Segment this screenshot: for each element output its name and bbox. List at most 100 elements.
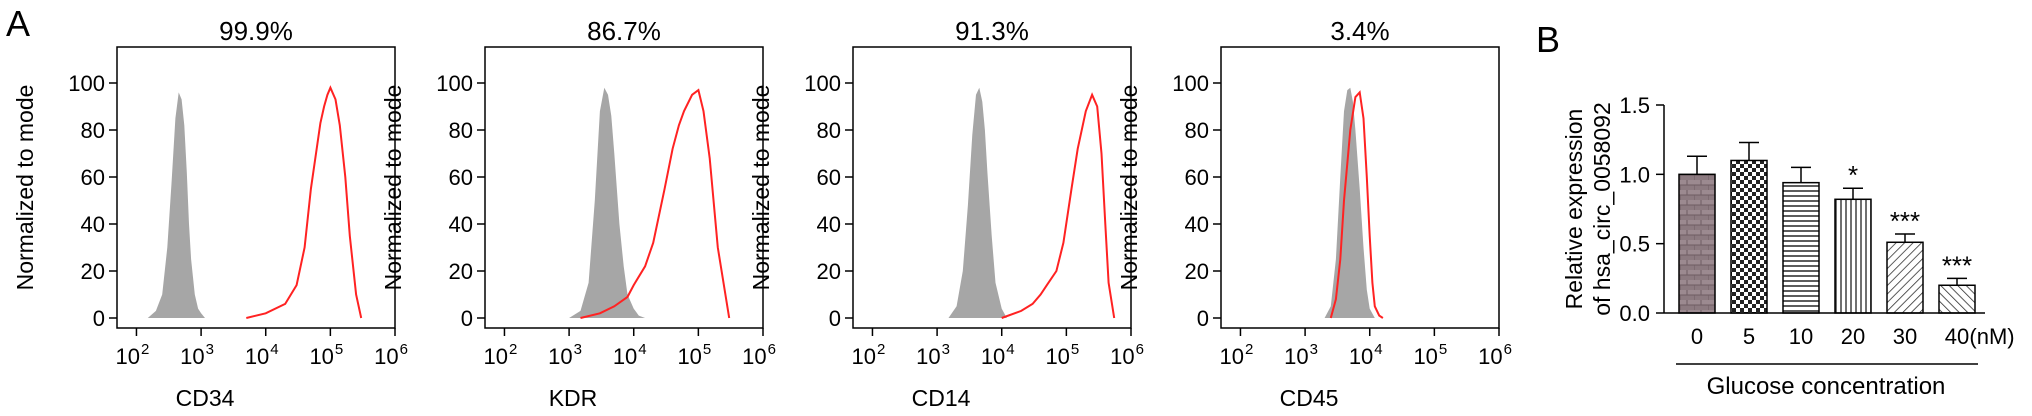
y-axis-label: Normalized to mode <box>1116 85 1142 291</box>
y-tick-label: 40 <box>449 212 473 237</box>
y-tick-label: 60 <box>1185 165 1209 190</box>
x-tick-label: 105 <box>1413 341 1447 369</box>
bar <box>1834 198 1872 314</box>
x-tick-label: 106 <box>1478 341 1512 369</box>
percent-positive-label: 86.7% <box>587 16 661 46</box>
histogram-panel-1: 99.9% 0 20 40 60 80 100 Normalized to mode 102 10… <box>12 16 408 411</box>
y-tick-label: 0 <box>1197 306 1209 331</box>
x-tick-label: 0 <box>1691 324 1703 349</box>
x-tick-exponent: 2 <box>1245 341 1253 358</box>
y-tick-label: 60 <box>449 165 473 190</box>
y-tick-label: 100 <box>68 71 105 96</box>
x-tick-exponent: 3 <box>574 341 582 358</box>
histogram-panel-3: 91.3% 0 20 40 60 80 100 Normalized to mode 102 10… <box>748 16 1144 411</box>
x-tick-label: 40 <box>1945 324 1969 349</box>
y-tick-label: 80 <box>817 118 841 143</box>
plot-frame <box>852 46 1132 329</box>
x-tick-exponent: 4 <box>638 341 646 358</box>
x-unit-label: (nM) <box>1969 324 2014 349</box>
x-tick-exponent: 2 <box>509 341 517 358</box>
x-tick-label: 105 <box>309 341 343 369</box>
y-tick-label: 40 <box>1185 212 1209 237</box>
significance-marker: *** <box>1942 250 1972 280</box>
x-tick-label: 102 <box>852 341 886 369</box>
y-axis-label-line-1: Relative expression <box>1561 109 1587 310</box>
x-tick-exponent: 5 <box>1071 341 1079 358</box>
x-tick-exponent: 2 <box>877 341 885 358</box>
y-tick-label: 100 <box>804 71 841 96</box>
x-tick-exponent: 3 <box>206 341 214 358</box>
x-tick-label: 103 <box>548 341 582 369</box>
y-tick-label: 100 <box>1172 71 1209 96</box>
y-axis-label: Normalized to mode <box>12 85 38 291</box>
x-tick-label: 20 <box>1841 324 1865 349</box>
bar <box>1730 159 1768 314</box>
x-tick-label: 106 <box>1110 341 1144 369</box>
y-tick-label: 20 <box>449 259 473 284</box>
y-tick-label: 80 <box>1185 118 1209 143</box>
bar-chart-panel: 0 5 10 * 20 *** 30 *** 40 0.0 0.5 1.0 1.5 (nM) Glucose… <box>1561 93 2015 400</box>
percent-positive-label: 99.9% <box>219 16 293 46</box>
y-axis-label: Normalized to mode <box>748 85 774 291</box>
y-tick-label: 100 <box>436 71 473 96</box>
x-tick-exponent: 6 <box>1136 341 1144 358</box>
bar <box>1938 284 1976 314</box>
x-tick-label: 102 <box>116 341 150 369</box>
x-tick-label: 102 <box>484 341 518 369</box>
y-tick-label: 0 <box>829 306 841 331</box>
histogram-panel-2: 86.7% 0 20 40 60 80 100 Normalized to mode 102 10… <box>380 16 776 411</box>
x-tick-label: 103 <box>180 341 214 369</box>
y-tick-label: 20 <box>817 259 841 284</box>
marker-histogram-line <box>246 85 363 319</box>
x-axis-label: KDR <box>549 385 598 411</box>
y-tick-label: 1.0 <box>1619 162 1650 187</box>
x-tick-label: 106 <box>742 341 776 369</box>
y-tick-label: 40 <box>81 212 105 237</box>
bar <box>1678 173 1716 314</box>
x-tick-exponent: 5 <box>1439 341 1447 358</box>
y-tick-label: 20 <box>81 259 105 284</box>
x-axis-label: CD34 <box>176 385 235 411</box>
x-tick-exponent: 6 <box>400 341 408 358</box>
percent-positive-label: 3.4% <box>1330 16 1389 46</box>
y-tick-label: 0.5 <box>1619 232 1650 257</box>
significance-marker: * <box>1848 160 1858 190</box>
x-tick-exponent: 3 <box>1310 341 1318 358</box>
marker-histogram-line <box>580 88 731 319</box>
plot-frame <box>484 46 764 329</box>
y-tick-label: 0 <box>93 306 105 331</box>
x-tick-exponent: 5 <box>703 341 711 358</box>
x-axis-label: Glucose concentration <box>1707 373 1946 400</box>
marker-histogram-line <box>1329 90 1384 319</box>
x-tick-label: 106 <box>374 341 408 369</box>
marker-histogram-line <box>1001 92 1116 319</box>
x-tick-label: 103 <box>1284 341 1318 369</box>
bar <box>1886 241 1924 314</box>
y-tick-label: 0.0 <box>1619 301 1650 326</box>
isotype-control-histogram <box>948 87 1007 318</box>
y-tick-label: 0 <box>461 306 473 331</box>
x-tick-exponent: 4 <box>1006 341 1014 358</box>
x-tick-label: 103 <box>916 341 950 369</box>
percent-positive-label: 91.3% <box>955 16 1029 46</box>
plot-frame <box>116 46 396 329</box>
y-tick-label: 1.5 <box>1619 93 1650 118</box>
panel-label-b: B <box>1536 19 1560 60</box>
x-tick-exponent: 2 <box>141 341 149 358</box>
x-tick-label: 5 <box>1743 324 1755 349</box>
x-tick-exponent: 4 <box>270 341 278 358</box>
x-tick-exponent: 6 <box>768 341 776 358</box>
y-axis-label-line-2: of hsa_circ_0058092 <box>1589 102 1615 316</box>
x-tick-label: 104 <box>613 341 647 369</box>
isotype-control-histogram <box>147 92 205 319</box>
panel-label-a: A <box>6 3 30 44</box>
x-axis-label: CD14 <box>912 385 971 411</box>
y-tick-label: 40 <box>817 212 841 237</box>
x-tick-label: 104 <box>245 341 279 369</box>
x-tick-label: 30 <box>1893 324 1917 349</box>
x-tick-exponent: 3 <box>942 341 950 358</box>
x-tick-label: 104 <box>981 341 1015 369</box>
x-axis-label: CD45 <box>1280 385 1339 411</box>
